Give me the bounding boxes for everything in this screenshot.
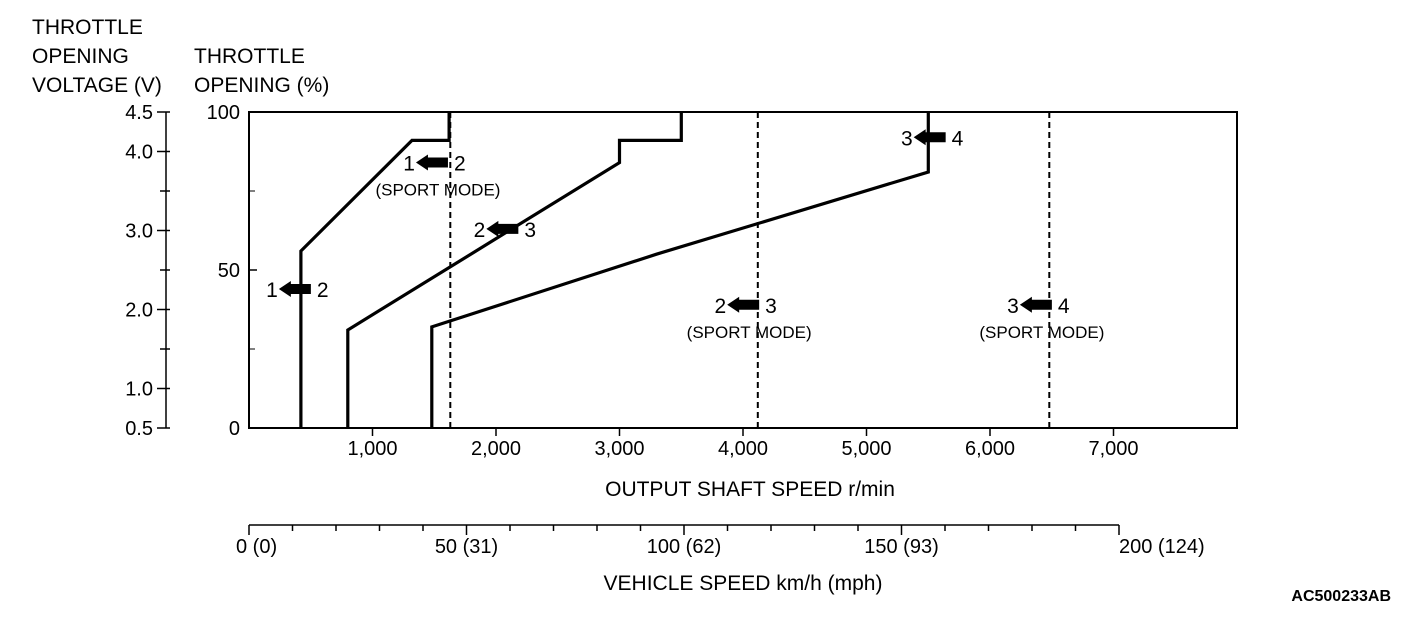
y-tick-label: 100 bbox=[207, 102, 240, 124]
x-tick-label: 1,000 bbox=[347, 438, 397, 460]
voltage-tick-label: 3.0 bbox=[125, 221, 153, 243]
figure-code: AC500233AB bbox=[1291, 588, 1391, 605]
voltage-tick-label: 0.5 bbox=[125, 418, 153, 440]
x-axis-label: OUTPUT SHAFT SPEED r/min bbox=[605, 478, 895, 501]
x-tick-label: 4,000 bbox=[718, 438, 768, 460]
gear-to-label: 3 bbox=[765, 295, 777, 318]
gear-to-label: 3 bbox=[524, 219, 536, 242]
gear-from-label: 2 bbox=[714, 295, 726, 318]
voltage-tick-label: 1.0 bbox=[125, 379, 153, 401]
gear-from-label: 2 bbox=[474, 219, 486, 242]
sport-mode-label: (SPORT MODE) bbox=[687, 323, 812, 342]
voltage-tick-label: 4.0 bbox=[125, 142, 153, 164]
voltage-axis-title: OPENING bbox=[32, 45, 129, 68]
x-tick-label: 6,000 bbox=[965, 438, 1015, 460]
shift-arrow-icon bbox=[278, 280, 311, 297]
voltage-tick-label: 4.5 bbox=[125, 102, 153, 124]
shift-arrow-icon bbox=[913, 129, 946, 146]
x-tick-label: 3,000 bbox=[594, 438, 644, 460]
shift-line bbox=[430, 112, 930, 428]
gear-to-label: 4 bbox=[952, 127, 964, 150]
sport-mode-label: (SPORT MODE) bbox=[979, 323, 1104, 342]
shift-arrow-icon bbox=[415, 154, 448, 171]
gear-to-label: 2 bbox=[454, 153, 466, 176]
gear-from-label: 1 bbox=[266, 279, 278, 302]
speed-tick-label: 100 (62) bbox=[647, 536, 722, 558]
gear-from-label: 1 bbox=[403, 153, 415, 176]
sport-mode-label: (SPORT MODE) bbox=[375, 181, 500, 200]
speed-tick-label: 150 (93) bbox=[864, 536, 939, 558]
shift-arrow-icon bbox=[486, 220, 519, 237]
shift-line bbox=[299, 112, 451, 428]
x-tick-label: 5,000 bbox=[841, 438, 891, 460]
gear-to-label: 2 bbox=[317, 279, 329, 302]
throttle-axis-title: THROTTLE bbox=[194, 45, 305, 68]
gear-from-label: 3 bbox=[901, 127, 913, 150]
speed-tick-label: 200 (124) bbox=[1119, 536, 1205, 558]
gear-from-label: 3 bbox=[1007, 295, 1019, 318]
shift-line bbox=[346, 112, 683, 428]
x-tick-label: 7,000 bbox=[1088, 438, 1138, 460]
throttle-axis-title: OPENING (%) bbox=[194, 74, 329, 97]
gear-to-label: 4 bbox=[1058, 295, 1070, 318]
shift-arrow-icon bbox=[727, 296, 760, 313]
voltage-tick-label: 2.0 bbox=[125, 300, 153, 322]
shift-arrow-icon bbox=[1019, 296, 1052, 313]
y-tick-label: 50 bbox=[218, 260, 240, 282]
speed-tick-label: 0 (0) bbox=[236, 536, 277, 558]
x-tick-label: 2,000 bbox=[471, 438, 521, 460]
speed-tick-label: 50 (31) bbox=[435, 536, 498, 558]
speed-axis-label: VEHICLE SPEED km/h (mph) bbox=[604, 572, 883, 595]
plot-frame bbox=[248, 111, 1238, 429]
voltage-axis-title: THROTTLE bbox=[32, 16, 143, 39]
y-tick-label: 0 bbox=[229, 418, 240, 440]
voltage-axis-title: VOLTAGE (V) bbox=[32, 74, 162, 97]
